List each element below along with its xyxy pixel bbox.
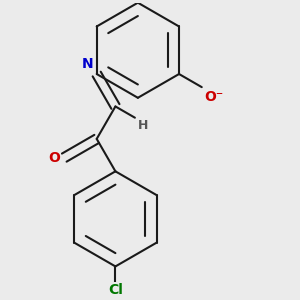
Text: Cl: Cl — [108, 283, 123, 297]
Text: O⁻: O⁻ — [205, 90, 224, 104]
Text: O: O — [48, 151, 60, 165]
Text: N: N — [82, 57, 94, 70]
Text: H: H — [138, 119, 148, 132]
